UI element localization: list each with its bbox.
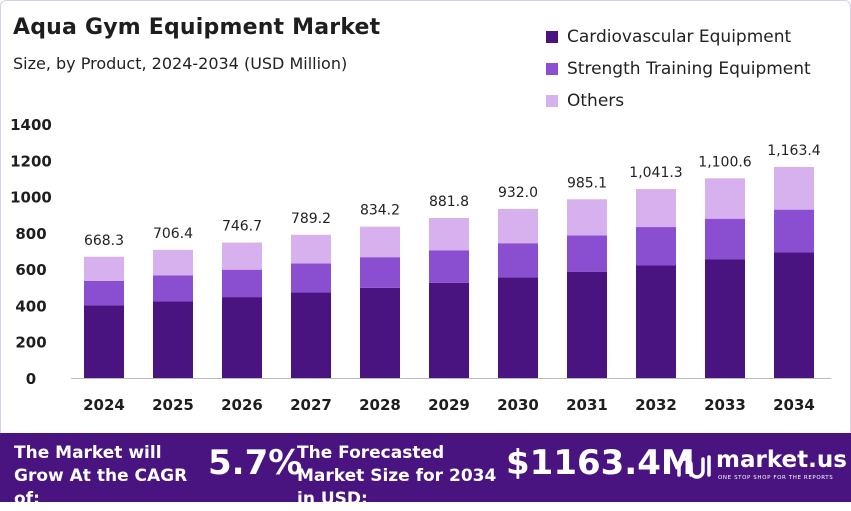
bar-2030-seg-1 — [498, 243, 538, 278]
chart-subtitle: Size, by Product, 2024-2034 (USD Million… — [13, 54, 348, 73]
x-tick-label-2025: 2025 — [152, 396, 194, 414]
bar-2031-seg-0 — [567, 271, 607, 378]
bar-2026-seg-1 — [222, 269, 262, 298]
x-tick-label-2034: 2034 — [773, 396, 815, 414]
x-tick-label-2024: 2024 — [83, 396, 125, 414]
legend-swatch-cardio — [546, 31, 558, 43]
bar-total-label-2027: 789.2 — [291, 211, 331, 227]
bar-2033-seg-0 — [705, 259, 745, 378]
bar-2028-seg-2 — [360, 226, 400, 258]
cagr-value: 5.7% — [208, 443, 303, 483]
y-tick-label-6: 1200 — [10, 152, 52, 170]
bar-2028-seg-0 — [360, 287, 400, 378]
y-tick-label-2: 400 — [15, 297, 46, 315]
bar-2032-seg-1 — [636, 227, 676, 266]
market-us-logo-icon — [677, 455, 711, 479]
bar-2029-seg-0 — [429, 282, 469, 378]
bar-total-label-2032: 1,041.3 — [629, 165, 682, 181]
legend-label-others: Others — [567, 91, 625, 111]
bar-2026-seg-0 — [222, 297, 262, 378]
bar-2025-seg-0 — [153, 301, 193, 378]
y-tick-label-5: 1000 — [10, 189, 52, 207]
legend: Cardiovascular Equipment Strength Traini… — [546, 21, 811, 117]
bar-total-label-2034: 1,163.4 — [767, 143, 821, 159]
bar-2025-seg-1 — [153, 275, 193, 302]
bar-2029-seg-1 — [429, 250, 469, 283]
bar-total-label-2029: 881.8 — [429, 194, 469, 210]
bar-total-label-2024: 668.3 — [84, 233, 124, 249]
bar-total-label-2028: 834.2 — [360, 203, 400, 219]
x-tick-label-2033: 2033 — [704, 396, 746, 414]
x-tick-label-2028: 2028 — [359, 396, 401, 414]
x-tick-label-2031: 2031 — [566, 396, 608, 414]
forecast-value: $1163.4M — [506, 443, 695, 483]
brand-tagline: ONE STOP SHOP FOR THE REPORTS — [718, 475, 834, 481]
bar-2027-seg-1 — [291, 263, 331, 293]
bar-total-label-2030: 932.0 — [498, 185, 538, 201]
legend-label-cardio: Cardiovascular Equipment — [567, 27, 792, 47]
bar-2024-seg-2 — [84, 256, 124, 281]
bar-2028-seg-1 — [360, 257, 400, 288]
forecast-caption: The Forecasted Market Size for 2034 in U… — [297, 443, 497, 509]
x-tick-label-2026: 2026 — [221, 396, 263, 414]
bar-2027-seg-2 — [291, 234, 331, 264]
brand-logo: market.us ONE STOP SHOP FOR THE REPORTS — [676, 447, 847, 487]
bar-total-label-2031: 985.1 — [567, 175, 607, 191]
legend-item-cardio: Cardiovascular Equipment — [546, 21, 811, 53]
legend-item-others: Others — [546, 85, 811, 117]
bar-2032-seg-0 — [636, 265, 676, 378]
brand-name: market.us — [716, 447, 847, 473]
bar-2027-seg-0 — [291, 292, 331, 378]
legend-label-strength: Strength Training Equipment — [567, 59, 811, 79]
chart-title: Aqua Gym Equipment Market — [13, 15, 381, 40]
y-tick-label-1: 200 — [15, 334, 46, 352]
bar-2034-seg-1 — [774, 209, 814, 253]
bar-2029-seg-2 — [429, 218, 469, 251]
x-tick-label-2029: 2029 — [428, 396, 470, 414]
bar-2030-seg-2 — [498, 208, 538, 244]
bar-2034-seg-0 — [774, 252, 814, 378]
bar-2024-seg-0 — [84, 305, 124, 378]
bar-chart: 0 200 400 600 800 1000 1200 1400 668.3 2024 706.4 2… — [10, 116, 831, 414]
bar-2024-seg-1 — [84, 280, 124, 306]
footer-banner: The Market will Grow At the CAGR of: 5.7… — [0, 433, 851, 509]
y-tick-label-4: 800 — [15, 225, 46, 243]
bar-2032-seg-2 — [636, 189, 676, 228]
bar-2033-seg-1 — [705, 218, 745, 260]
x-tick-label-2027: 2027 — [290, 396, 332, 414]
bar-2034-seg-2 — [774, 166, 814, 210]
x-tick-label-2032: 2032 — [635, 396, 677, 414]
y-tick-label-3: 600 — [15, 261, 46, 279]
y-tick-label-7: 1400 — [10, 116, 52, 134]
bar-total-label-2026: 746.7 — [222, 219, 262, 235]
bar-2031-seg-2 — [567, 199, 607, 236]
legend-swatch-strength — [546, 63, 558, 75]
cagr-caption: The Market will Grow At the CAGR of: — [14, 443, 188, 509]
bar-2026-seg-2 — [222, 242, 262, 270]
bar-2033-seg-2 — [705, 178, 745, 219]
bar-total-label-2025: 706.4 — [153, 226, 193, 242]
legend-item-strength: Strength Training Equipment — [546, 53, 811, 85]
bar-total-label-2033: 1,100.6 — [698, 154, 752, 170]
legend-swatch-others — [546, 95, 558, 107]
bar-2030-seg-0 — [498, 277, 538, 378]
bar-2031-seg-1 — [567, 235, 607, 272]
x-tick-label-2030: 2030 — [497, 396, 539, 414]
bar-2025-seg-2 — [153, 249, 193, 276]
y-tick-label-0: 0 — [26, 370, 36, 388]
